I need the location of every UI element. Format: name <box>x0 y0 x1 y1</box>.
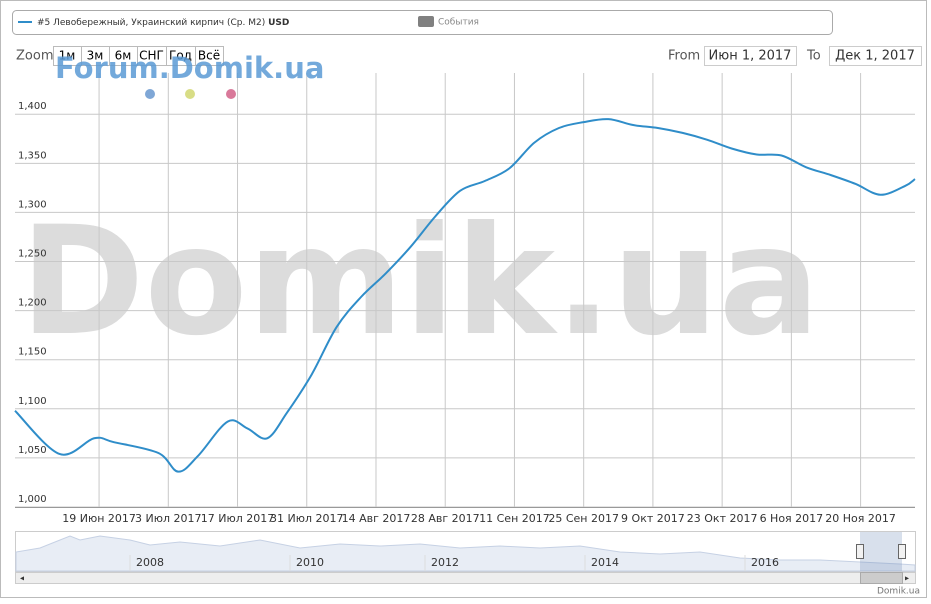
credit: Domik.ua <box>877 587 920 597</box>
y-tick-label: 1,000 <box>18 494 47 505</box>
to-input[interactable] <box>829 46 922 66</box>
scroll-right[interactable]: ▸ <box>905 574 909 583</box>
navigator-year: 2014 <box>591 556 619 569</box>
x-tick-label: 9 Окт 2017 <box>621 512 685 525</box>
x-tick-label: 19 Июн 2017 <box>62 512 136 525</box>
scrollbar[interactable] <box>15 572 916 584</box>
y-tick-label: 1,300 <box>18 199 47 210</box>
navigator-year: 2010 <box>296 556 324 569</box>
legend-label[interactable]: #5 Левобережный, Украинский кирпич (Ср. … <box>37 18 289 28</box>
to-value[interactable]: Дек 1, 2017 <box>835 49 915 64</box>
x-tick-label: 31 Июл 2017 <box>270 512 344 525</box>
navigator-handle[interactable] <box>898 544 906 559</box>
dot <box>226 89 236 99</box>
y-tick-label: 1,400 <box>18 101 47 112</box>
x-tick-label: 28 Авг 2017 <box>411 512 480 525</box>
zoom-button-label[interactable]: СНГ <box>139 49 164 63</box>
from-input[interactable] <box>704 46 797 66</box>
events-legend[interactable]: События <box>438 18 479 28</box>
x-tick-label: 11 Сен 2017 <box>479 512 550 525</box>
zoom-button-label[interactable]: 3м <box>87 49 104 63</box>
y-tick-label: 1,350 <box>18 150 47 161</box>
scrollbar-thumb[interactable] <box>860 572 903 584</box>
scroll-left[interactable]: ◂ <box>20 574 24 583</box>
x-tick-label: 3 Июл 2017 <box>135 512 202 525</box>
legend-unit: USD <box>268 18 289 28</box>
navigator-year: 2012 <box>431 556 459 569</box>
y-tick-label: 1,050 <box>18 445 47 456</box>
to-label: To <box>806 49 821 64</box>
x-tick-label: 6 Ноя 2017 <box>760 512 824 525</box>
x-tick-label: 20 Ноя 2017 <box>825 512 896 525</box>
legend-series[interactable]: #5 Левобережный, Украинский кирпич (Ср. … <box>37 18 265 28</box>
y-tick-label: 1,250 <box>18 249 47 260</box>
zoom-button-label[interactable]: 6м <box>115 49 132 63</box>
x-tick-label: 23 Окт 2017 <box>687 512 758 525</box>
zoom-label: Zoom <box>16 49 53 64</box>
zoom-button-label[interactable]: Год <box>169 49 192 63</box>
y-tick-label: 1,150 <box>18 347 47 358</box>
forum-logo: Forum.Domik.ua <box>55 51 324 85</box>
zoom-button-label[interactable]: 1м <box>59 49 76 63</box>
x-tick-label: 17 Июл 2017 <box>201 512 275 525</box>
x-tick-label: 25 Сен 2017 <box>548 512 619 525</box>
data-line <box>14 118 916 473</box>
navigator-area <box>15 535 916 572</box>
navigator-year: 2016 <box>751 556 779 569</box>
navigator-handle[interactable] <box>856 544 864 559</box>
y-tick-label: 1,200 <box>18 298 47 309</box>
x-tick-label: 14 Авг 2017 <box>342 512 411 525</box>
watermark: Domik.ua <box>20 195 820 369</box>
dot <box>185 89 195 99</box>
from-label: From <box>668 49 700 64</box>
navigator-year: 2008 <box>136 556 164 569</box>
events-swatch <box>418 16 434 27</box>
zoom-button[interactable] <box>195 46 224 66</box>
from-value[interactable]: Июн 1, 2017 <box>709 49 792 64</box>
zoom-button-label[interactable]: Всё <box>198 49 220 63</box>
y-tick-label: 1,100 <box>18 396 47 407</box>
dot <box>145 89 155 99</box>
navigator-mask[interactable] <box>860 532 902 571</box>
